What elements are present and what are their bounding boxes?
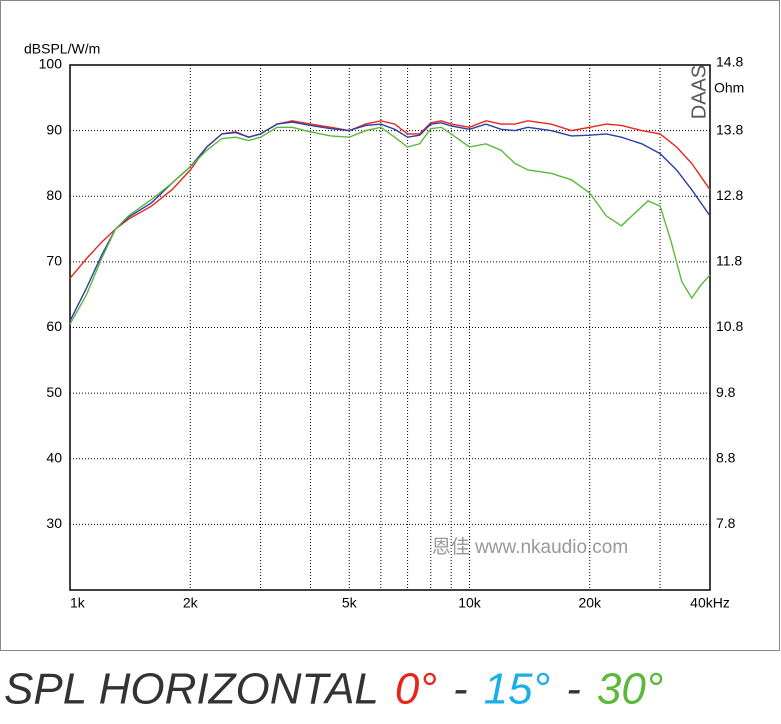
watermark: 恩佳 www.nkaudio.com <box>432 536 628 558</box>
y2-tick-label: 8.8 <box>716 449 736 465</box>
y2-tick-label: 11.8 <box>716 253 742 269</box>
y2-tick-label: 7.8 <box>716 515 736 531</box>
y-tick-label: 90 <box>46 121 62 137</box>
y2-tick-label: 9.8 <box>716 384 736 400</box>
legend-entry: 30° <box>597 665 664 714</box>
y-tick-label: 40 <box>46 449 62 465</box>
y-tick-label: 80 <box>46 187 62 203</box>
legend: 0° -15° -30° <box>395 665 663 714</box>
y2-tick-label: 13.8 <box>716 121 743 137</box>
y2-tick-label: 14.8 <box>716 54 743 70</box>
legend-separator: - <box>566 665 581 714</box>
legend-entry: 0° <box>395 665 437 714</box>
x-tick-label: 40kHz <box>690 595 730 611</box>
y2-tick-label: 10.8 <box>716 318 743 334</box>
x-tick-label: 10k <box>458 595 482 611</box>
series-line <box>69 126 711 325</box>
x-tick-label: 20k <box>578 595 602 611</box>
y2-axis-label: Ohm <box>714 80 744 96</box>
plot-border <box>69 64 711 591</box>
x-tick-label: 5k <box>342 595 358 611</box>
series-line <box>69 120 711 279</box>
legend-separator: - <box>453 665 468 714</box>
frame <box>0 0 780 651</box>
y-tick-label: 70 <box>46 253 62 269</box>
y-axis-label: dBSPL/W/m <box>24 41 100 57</box>
caption: SPL HORIZONTAL <box>4 665 379 714</box>
y-tick-label: 60 <box>46 318 62 334</box>
y-tick-label: 30 <box>46 515 62 531</box>
y-tick-label: 50 <box>46 384 62 400</box>
brand: DAAS <box>688 65 710 119</box>
legend-entry: 15° <box>484 665 551 714</box>
y-tick-label: 100 <box>39 56 63 72</box>
x-tick-label: 2k <box>183 595 199 611</box>
y2-tick-label: 12.8 <box>716 187 743 203</box>
x-tick-label: 1k <box>70 595 86 611</box>
